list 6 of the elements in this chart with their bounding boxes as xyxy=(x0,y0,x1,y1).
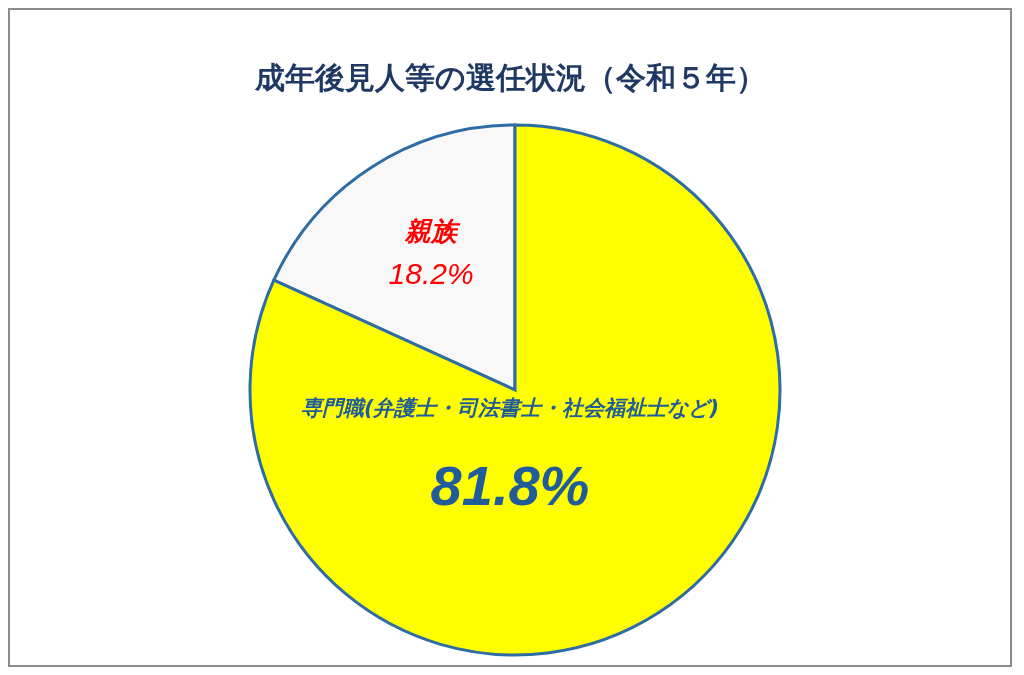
data-label: 18.2% xyxy=(388,257,474,291)
slice-label: 親族 xyxy=(404,216,462,247)
pie-slice xyxy=(248,123,782,657)
chart-title: 成年後見人等の選任状況（令和５年） xyxy=(253,59,767,97)
data-label: 81.8% xyxy=(430,454,590,517)
slice-label: 専門職(弁護士・司法書士・社会福祉士など) xyxy=(300,396,720,420)
